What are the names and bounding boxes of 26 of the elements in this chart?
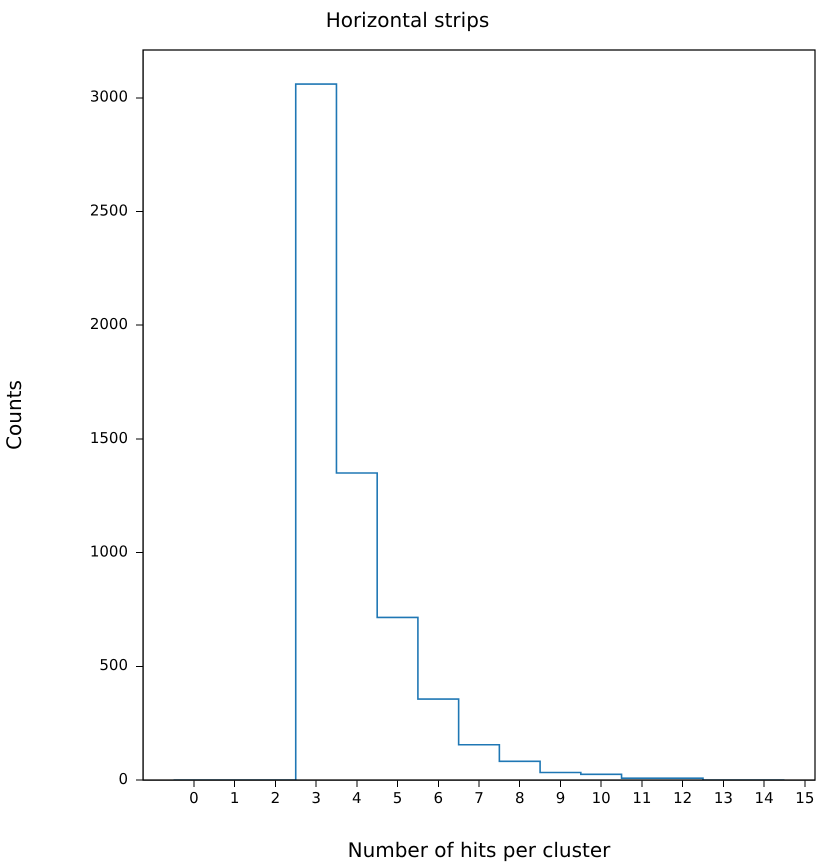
x-tick-label: 10 xyxy=(592,788,611,807)
x-tick-label: 9 xyxy=(556,788,566,807)
x-tick-label: 8 xyxy=(514,788,524,807)
x-tick-label: 7 xyxy=(474,788,484,807)
x-tick-label: 14 xyxy=(754,788,774,807)
y-tick-label: 1000 xyxy=(90,542,128,560)
y-tick-label: 0 xyxy=(118,770,128,788)
chart-title: Horizontal strips xyxy=(326,8,490,32)
x-axis-title: Number of hits per cluster xyxy=(348,838,612,862)
x-tick-label: 11 xyxy=(632,788,652,807)
y-axis-title: Counts xyxy=(2,380,26,450)
y-tick-label: 2500 xyxy=(90,201,128,220)
x-tick-label: 2 xyxy=(270,788,280,807)
x-tick-label: 0 xyxy=(189,788,199,807)
x-tick-label: 13 xyxy=(714,788,733,807)
x-tick-label: 6 xyxy=(434,788,444,807)
x-tick-label: 1 xyxy=(230,788,240,807)
y-tick-label: 3000 xyxy=(90,88,128,106)
y-tick-label: 1500 xyxy=(90,428,128,447)
x-tick-label: 3 xyxy=(311,788,321,807)
x-tick-label: 12 xyxy=(673,788,692,807)
x-tick-label: 15 xyxy=(795,788,814,807)
y-tick-label: 500 xyxy=(99,656,128,674)
x-tick-label: 5 xyxy=(392,788,402,807)
y-tick-label: 2000 xyxy=(90,315,128,334)
x-tick-label: 4 xyxy=(352,788,362,807)
